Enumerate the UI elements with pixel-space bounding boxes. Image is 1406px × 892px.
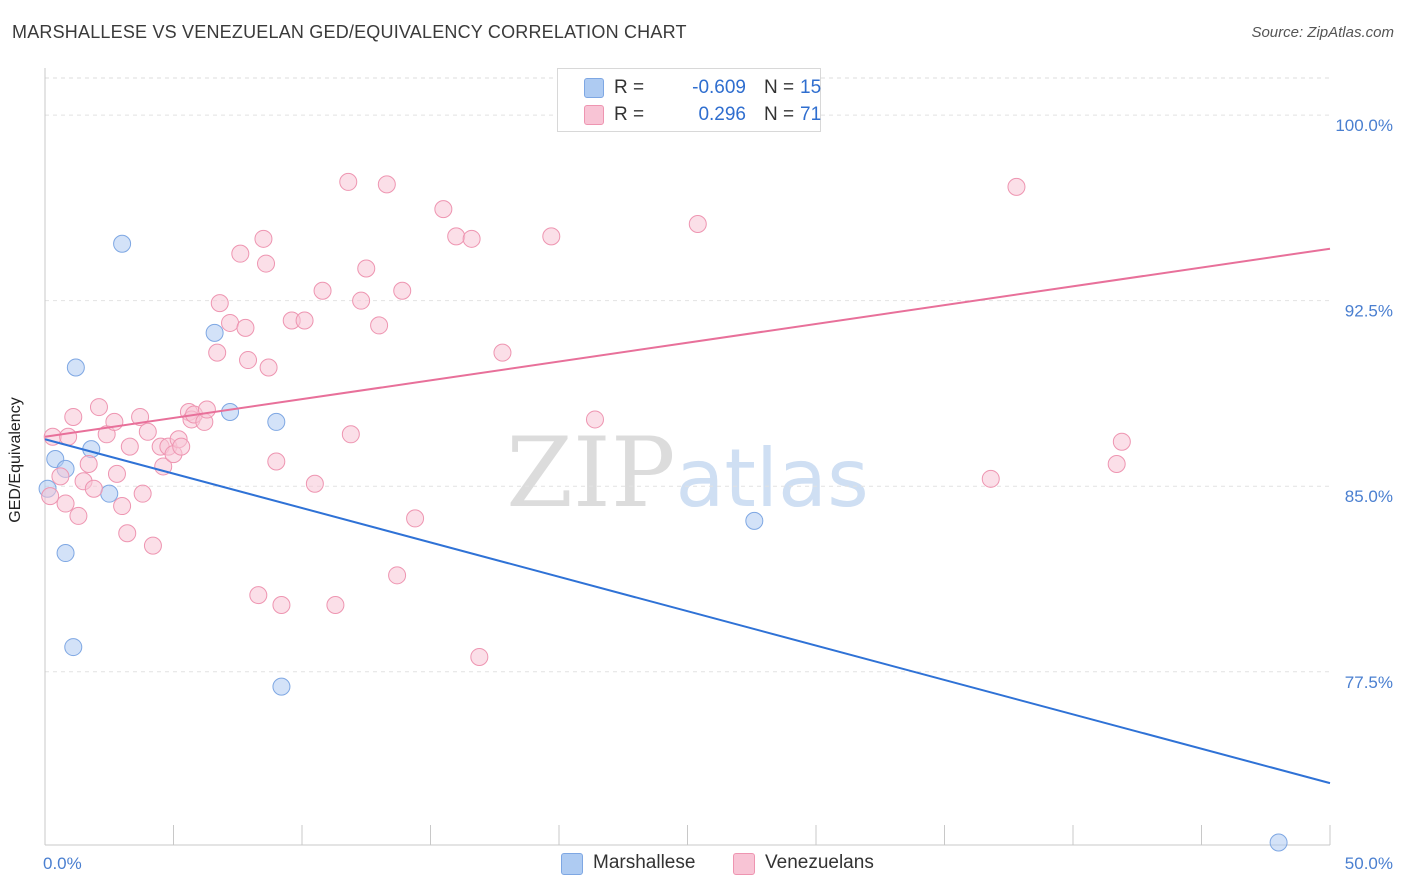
marshallese-point — [221, 403, 240, 422]
venezuelans-point — [89, 398, 108, 417]
watermark: ZIPatlas — [506, 417, 869, 529]
marshallese-point — [272, 677, 291, 696]
n-label: N = — [764, 104, 795, 125]
venezuelans-legend-label: Venezuelans — [765, 852, 874, 873]
n-value: 71 — [800, 104, 822, 125]
venezuelans-point — [172, 437, 191, 456]
x-tick-label: 0.0% — [43, 854, 82, 873]
venezuelans-point — [133, 484, 152, 503]
r-label: R = — [614, 104, 645, 125]
venezuelans-point — [313, 281, 332, 300]
venezuelans-trend-line — [44, 247, 1331, 438]
y-tick-label: 92.5% — [1345, 302, 1393, 321]
marshallese-trend-line — [44, 438, 1331, 785]
stats-legend: R = -0.609 N = 15 R = 0.296 N = 71 — [557, 68, 821, 132]
venezuelans-point — [113, 497, 132, 516]
venezuelans-point — [59, 427, 78, 446]
source-label: Source: ZipAtlas.com — [1251, 24, 1394, 41]
venezuelans-point — [393, 281, 412, 300]
venezuelans-point — [197, 400, 216, 419]
venezuelans-point — [84, 479, 103, 498]
venezuelans-point — [118, 524, 137, 543]
venezuelans-point — [56, 494, 75, 513]
venezuelans-point — [221, 313, 240, 332]
marshallese-point — [56, 544, 75, 563]
marshallese-swatch — [584, 78, 604, 98]
venezuelans-point — [143, 536, 162, 555]
venezuelans-point — [434, 200, 453, 219]
venezuelans-point — [231, 244, 250, 263]
venezuelans-point — [352, 291, 371, 310]
venezuelans-point — [208, 343, 227, 362]
venezuelans-point — [236, 318, 255, 337]
venezuelans-swatch — [584, 105, 604, 125]
venezuelans-point — [107, 464, 126, 483]
venezuelans-point — [249, 586, 268, 605]
venezuelans-point — [1112, 432, 1131, 451]
marshallese-point — [205, 323, 224, 342]
venezuelans-point — [267, 452, 286, 471]
venezuelans-point — [295, 311, 314, 330]
y-tick-label: 77.5% — [1345, 673, 1393, 692]
venezuelans-point — [326, 596, 345, 615]
n-value: 15 — [800, 77, 822, 98]
marshallese-point — [1269, 833, 1288, 852]
venezuelans-point — [51, 467, 70, 486]
venezuelans-point — [542, 227, 561, 246]
venezuelans-point — [257, 254, 276, 273]
venezuelans-point — [64, 407, 83, 426]
x-tick-label: 50.0% — [1345, 854, 1393, 873]
venezuelans-point — [585, 410, 604, 429]
venezuelans-point — [406, 509, 425, 528]
r-value: -0.609 — [692, 77, 746, 98]
y-tick-label: 85.0% — [1345, 487, 1393, 506]
venezuelans-point — [370, 316, 389, 335]
marshallese-legend-swatch — [561, 853, 583, 875]
venezuelans-point — [357, 259, 376, 278]
venezuelans-point — [1107, 454, 1126, 473]
venezuelans-point — [138, 422, 157, 441]
venezuelans-point — [981, 469, 1000, 488]
venezuelans-point — [239, 351, 258, 370]
venezuelans-point — [688, 214, 707, 233]
venezuelans-point — [41, 487, 60, 506]
venezuelans-point — [341, 425, 360, 444]
venezuelans-point — [254, 229, 273, 248]
venezuelans-point — [272, 596, 291, 615]
venezuelans-point — [447, 227, 466, 246]
venezuelans-point — [462, 229, 481, 248]
venezuelans-point — [79, 454, 98, 473]
venezuelans-point — [120, 437, 139, 456]
venezuelans-point — [388, 566, 407, 585]
marshallese-point — [66, 358, 85, 377]
venezuelans-point — [470, 647, 489, 666]
marshallese-legend-label: Marshallese — [593, 852, 696, 873]
marshallese-point — [267, 412, 286, 431]
venezuelans-point — [493, 343, 512, 362]
venezuelans-point — [1007, 177, 1026, 196]
venezuelans-point — [377, 175, 396, 194]
venezuelans-point — [339, 172, 358, 191]
marshallese-point — [100, 484, 119, 503]
y-tick-label: 100.0% — [1335, 116, 1393, 135]
venezuelans-point — [259, 358, 278, 377]
venezuelans-point — [305, 474, 324, 493]
venezuelans-point — [69, 506, 88, 525]
chart-title: MARSHALLESE VS VENEZUELAN GED/EQUIVALENC… — [12, 22, 687, 42]
marshallese-point — [64, 638, 83, 657]
n-label: N = — [764, 77, 795, 98]
r-label: R = — [614, 77, 645, 98]
marshallese-point — [745, 511, 764, 530]
venezuelans-legend-swatch — [733, 853, 755, 875]
r-value: 0.296 — [698, 104, 746, 125]
marshallese-point — [113, 234, 132, 253]
venezuelans-point — [210, 294, 229, 313]
